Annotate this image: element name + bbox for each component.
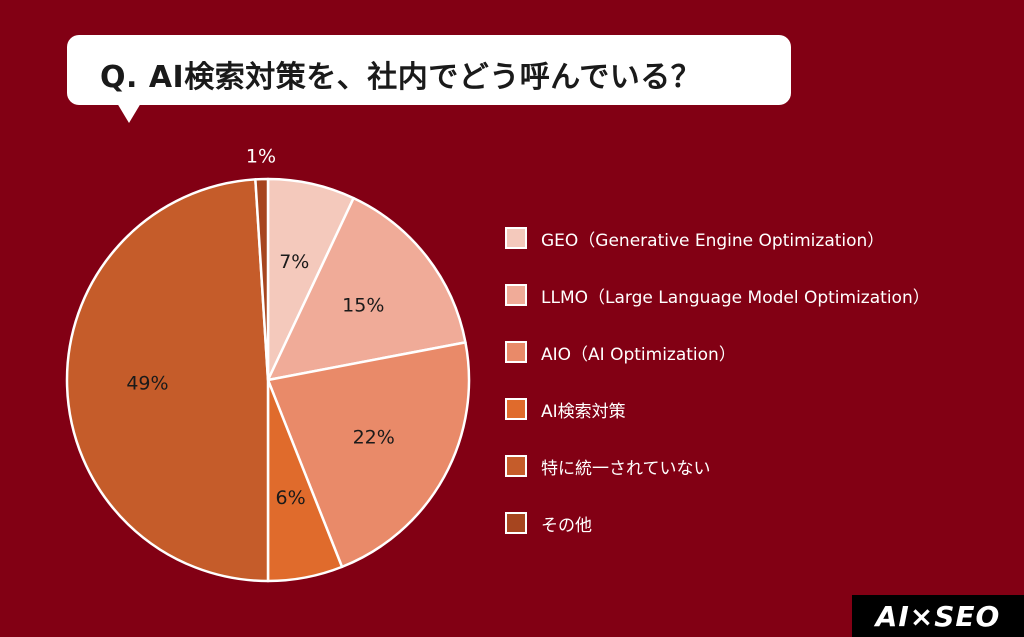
legend-item-5: その他: [505, 511, 985, 536]
legend-label: 特に統一されていない: [541, 458, 711, 479]
legend-item-2: AIO（AI Optimization）: [505, 340, 985, 365]
legend-label: GEO（Generative Engine Optimization）: [541, 230, 885, 251]
question-bubble: [67, 35, 791, 105]
pie-label-1: 15%: [342, 295, 384, 317]
question-title: Q. AI検索対策を、社内でどう呼んでいる？: [100, 60, 702, 95]
pie-chart: 7% 15% 22% 6% 49% 1%: [65, 146, 471, 583]
legend-label: AI検索対策: [541, 401, 626, 422]
pie-label-3: 6%: [276, 487, 306, 509]
legend-item-1: LLMO（Large Language Model Optimization）: [505, 283, 985, 308]
pie-label-2: 22%: [353, 427, 395, 449]
pie-label-5: 1%: [246, 146, 276, 168]
pie-label-0: 7%: [279, 251, 309, 273]
legend-swatch: [505, 341, 527, 363]
legend-item-3: AI検索対策: [505, 397, 985, 422]
legend-swatch: [505, 284, 527, 306]
legend-swatch: [505, 455, 527, 477]
legend-swatch: [505, 398, 527, 420]
legend-swatch: [505, 227, 527, 249]
pie-slice-4: [65, 178, 270, 583]
legend-label: LLMO（Large Language Model Optimization）: [541, 287, 930, 308]
pie-slice-5: [254, 177, 270, 382]
question-bubble-tail: [117, 103, 141, 123]
pie-slice-2: [266, 341, 471, 569]
chart-legend: GEO（Generative Engine Optimization） LLMO（…: [505, 226, 985, 568]
legend-label: その他: [541, 515, 592, 536]
legend-label: AIO（AI Optimization）: [541, 344, 736, 365]
legend-swatch: [505, 512, 527, 534]
pie-slice-1: [266, 196, 467, 382]
legend-item-4: 特に統一されていない: [505, 454, 985, 479]
legend-item-0: GEO（Generative Engine Optimization）: [505, 226, 985, 251]
ai-seo-logo: AI×SEO: [852, 595, 1024, 637]
pie-label-4: 49%: [126, 372, 168, 394]
